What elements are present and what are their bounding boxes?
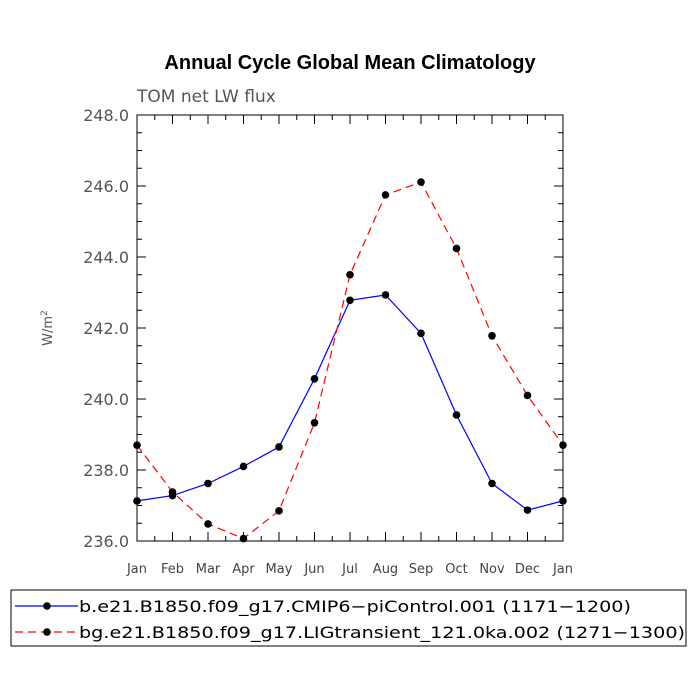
series-2-point [204, 520, 212, 528]
series-1-point [239, 462, 248, 471]
series-2-point [275, 507, 283, 515]
series-2-point [523, 391, 532, 400]
series-2-point [133, 441, 141, 449]
y-tick-label: 242.0 [83, 319, 129, 338]
series-1-point [452, 411, 461, 419]
x-tick-label: Mar [196, 562, 221, 577]
y-tick-label: 244.0 [83, 248, 129, 267]
series-1-point [417, 329, 425, 338]
x-tick-labels: Jan Feb Mar Apr May Jun Jul Aug Sep Oct Nov Dec Jan [126, 562, 573, 577]
series-1-point [346, 296, 354, 305]
series-2-point [168, 488, 177, 496]
legend-marker-1 [43, 602, 51, 610]
x-tick-label: May [266, 562, 293, 577]
x-tick-label: Jan [552, 562, 573, 577]
legend-box [10, 589, 687, 647]
axis-ticks [136, 114, 564, 542]
chart-subtitle: TOM net LW flux [136, 87, 276, 107]
chart-title: Annual Cycle Global Mean Climatology [164, 52, 536, 74]
series-1-point [381, 291, 390, 299]
x-tick-label: Jun [303, 562, 324, 577]
series-1-point [275, 443, 283, 451]
series-1-point [488, 479, 496, 488]
y-tick-labels: 236.0 238.0 240.0 242.0 244.0 246.0 248.0 [83, 106, 129, 551]
series-layer [133, 178, 567, 543]
y-tick-label: 240.0 [83, 390, 129, 409]
x-tick-label: Aug [373, 562, 398, 577]
x-tick-label: Oct [445, 562, 467, 577]
series-1-point [559, 497, 567, 505]
x-tick-label: Apr [232, 562, 255, 577]
series-2-point [417, 178, 425, 186]
series-1-point [310, 374, 319, 383]
plot-frame [136, 114, 564, 542]
series-1-point [523, 506, 532, 514]
series-1-point [133, 497, 141, 505]
x-tick-label: Dec [515, 562, 540, 577]
series-2-point [381, 191, 390, 199]
x-tick-label: Nov [479, 562, 505, 577]
x-tick-label: Sep [409, 562, 434, 577]
y-tick-label: 246.0 [83, 177, 129, 196]
legend: b.e21.B1850.f09_g17.CMIP6−piControl.001 … [15, 597, 685, 643]
series-2-point [559, 441, 567, 449]
series-2-point [346, 270, 354, 279]
series-2-point [488, 332, 496, 340]
y-tick-label: 236.0 [83, 532, 129, 551]
legend-label-2: bg.e21.B1850.f09_g17.LIGtransient_121.0k… [79, 623, 685, 643]
y-axis-label-sup: 2 [40, 310, 50, 316]
y-tick-label: 238.0 [83, 461, 129, 480]
y-tick-label: 248.0 [83, 106, 129, 125]
series-1-point [204, 479, 212, 488]
x-tick-label: Jan [126, 562, 147, 577]
series-2-point [310, 418, 319, 427]
x-tick-label: Feb [161, 562, 184, 577]
x-tick-label: Jul [341, 562, 358, 577]
series-line-1 [136, 294, 564, 511]
y-axis-label-text: W/m [41, 316, 56, 346]
y-axis-label: W/m2 [40, 310, 56, 346]
series-2-point [452, 244, 461, 253]
legend-label-1: b.e21.B1850.f09_g17.CMIP6−piControl.001 … [79, 597, 631, 617]
series-2-point [239, 534, 248, 543]
series-line-2 [136, 181, 564, 540]
legend-marker-2 [43, 628, 51, 636]
